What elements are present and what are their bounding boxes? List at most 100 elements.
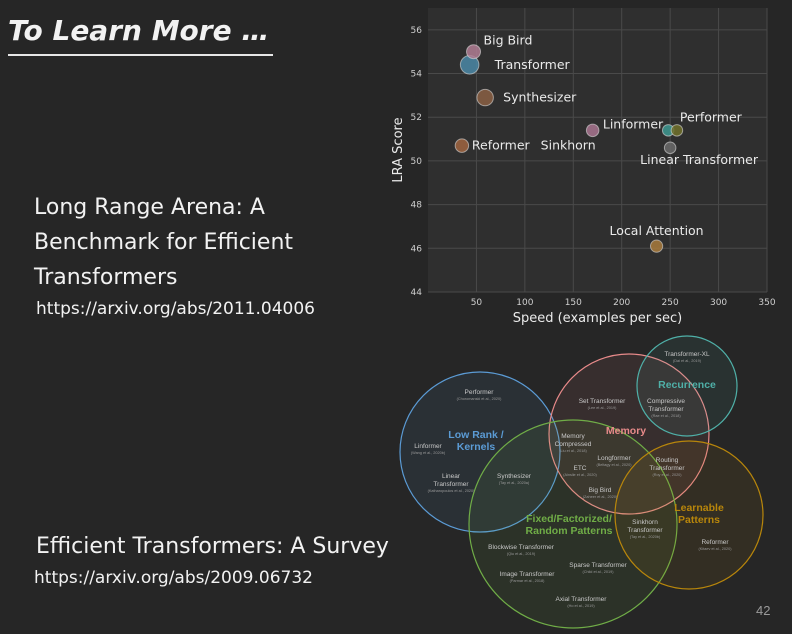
lra-paper-link[interactable]: https://arxiv.org/abs/2011.04006	[36, 299, 315, 319]
survey-paper-title: Efficient Transformers: A Survey	[36, 534, 389, 559]
venn-item-name: Memory Compressed	[555, 433, 592, 448]
point-linear-transformer	[663, 141, 677, 155]
venn-item-citation: (Parmar et al., 2018)	[510, 579, 546, 583]
venn-circle-recurrence	[636, 335, 738, 437]
point-performer	[670, 124, 684, 137]
venn-item-name: Longformer	[597, 455, 631, 462]
x-tick-label: 300	[710, 298, 727, 308]
x-tick-label: 50	[471, 298, 483, 308]
x-tick-label: 200	[613, 298, 630, 308]
venn-set-memory: Memory	[606, 425, 646, 437]
venn-item-citation: (Katharopoulos et al., 2020)	[428, 489, 476, 493]
venn-item-longformer: Longformer(Beltagy et al., 2020)	[596, 455, 632, 467]
venn-item-set-transformer: Set Transformer(Lee et al., 2019)	[579, 398, 626, 410]
venn-item-citation: (Liu et al., 2018)	[559, 449, 587, 453]
venn-item-name: Image Transformer	[500, 571, 556, 578]
venn-item-name: Set Transformer	[579, 398, 626, 405]
venn-item-name: Axial Transformer	[556, 596, 608, 603]
venn-item-citation: (Rae et al., 2018)	[651, 414, 681, 418]
venn-item-citation: (Dai et al., 2019)	[673, 359, 702, 363]
label-synthesizer: Synthesizer	[503, 90, 577, 105]
survey-paper-link[interactable]: https://arxiv.org/abs/2009.06732	[34, 568, 313, 588]
point-reformer	[454, 138, 470, 153]
venn-circle-fixed-factorized-random-patterns	[468, 419, 678, 629]
slide-number: 42	[756, 603, 771, 618]
label-sinkhorn: Sinkhorn	[541, 137, 596, 152]
venn-item-name: Reformer	[701, 539, 729, 546]
y-tick-label: 44	[411, 288, 423, 298]
venn-item-axial-transformer: Axial Transformer(Ho et al., 2019)	[556, 596, 608, 608]
venn-set-learnable-patterns: Learnable Patterns	[674, 502, 724, 526]
venn-item-citation: (Wang et al., 2020b)	[411, 451, 446, 455]
venn-item-citation: (Zaheer et al., 2020)	[583, 495, 618, 499]
x-tick-label: 350	[758, 298, 775, 308]
venn-item-name: Performer	[465, 389, 495, 396]
venn-item-name: Linformer	[414, 443, 442, 450]
venn-set-recurrence: Recurrence	[658, 379, 716, 391]
lra-paper-title: Long Range Arena: A Benchmark for Effici…	[34, 195, 294, 290]
venn-circle-memory	[548, 353, 710, 515]
venn-item-citation: (Child et al., 2019)	[582, 570, 614, 574]
y-tick-label: 54	[411, 70, 423, 80]
label-big-bird: Big Bird	[484, 33, 533, 48]
venn-set-low-rank-kernels: Low Rank / Kernels	[448, 429, 504, 453]
venn-circle-low-rank-kernels	[399, 371, 561, 533]
venn-item-citation: (Ainslie et al., 2020)	[563, 473, 597, 477]
x-tick-label: 100	[516, 298, 533, 308]
venn-item-linear-transformer: Linear Transformer(Katharopoulos et al., …	[428, 473, 476, 493]
venn-item-memory-compressed: Memory Compressed(Liu et al., 2018)	[555, 433, 592, 453]
point-big-bird	[466, 44, 482, 60]
x-tick-label: 250	[662, 298, 679, 308]
y-tick-label: 52	[411, 113, 422, 123]
x-tick-label: 150	[565, 298, 582, 308]
venn-item-citation: (Choromanski et al., 2020)	[457, 397, 502, 401]
venn-item-name: Sinkhorn Transformer	[627, 519, 663, 534]
y-tick-label: 48	[411, 201, 423, 211]
venn-item-citation: (Tay et al., 2020a)	[499, 481, 530, 485]
point-sinkhorn	[585, 123, 600, 138]
venn-circle-learnable-patterns	[614, 440, 764, 590]
venn-item-citation: (Kitaev et al., 2020)	[699, 547, 733, 551]
efficient-transformers-venn-diagram: Low Rank / Kernels Memory Recurrence Fixed/F…	[399, 335, 764, 629]
y-tick-label: 50	[411, 157, 423, 167]
venn-item-citation: (Beltagy et al., 2020)	[596, 463, 632, 467]
venn-item-linformer: Linformer(Wang et al., 2020b)	[411, 443, 446, 455]
venn-set-fixed-factorized-random-patterns: Fixed/Factorized/Random Patterns	[526, 513, 613, 537]
venn-item-name: Sparse Transformer	[569, 562, 627, 569]
lra-scatter-chart: 50 100 150 200 250 300 350 44 46 48 50 52 54 56 Speed …	[391, 8, 776, 326]
venn-item-name: Compressive Transformer	[647, 398, 685, 413]
label-linear-transformer: Linear Transformer	[640, 152, 759, 167]
venn-item-synthesizer: Synthesizer(Tay et al., 2020a)	[497, 473, 532, 485]
y-tick-label: 46	[411, 244, 423, 254]
venn-item-sinkhorn-transformer: Sinkhorn Transformer(Tay et al., 2020b)	[627, 519, 663, 539]
venn-item-name: Linear Transformer	[433, 473, 469, 488]
venn-item-citation: (Qiu et al., 2019)	[507, 552, 536, 556]
venn-item-performer: Performer(Choromanski et al., 2020)	[457, 389, 502, 401]
venn-item-transformer-xl: Transformer-XL(Dai et al., 2019)	[664, 351, 710, 363]
label-transformer: Transformer	[494, 57, 571, 72]
venn-item-big-bird: Big Bird(Zaheer et al., 2020)	[583, 487, 618, 499]
label-performer: Performer	[680, 109, 743, 124]
venn-item-name: Big Bird	[589, 487, 612, 494]
venn-item-blockwise-transformer: Blockwise Transformer(Qiu et al., 2019)	[488, 544, 555, 556]
venn-item-routing-transformer: Routing Transformer(Roy et al., 2020)	[649, 457, 685, 477]
venn-item-name: ETC	[574, 465, 587, 472]
venn-item-citation: (Roy et al., 2020)	[652, 473, 682, 477]
plot-area	[428, 8, 767, 292]
venn-item-sparse-transformer: Sparse Transformer(Child et al., 2019)	[569, 562, 627, 574]
y-tick-label: 56	[411, 26, 423, 36]
label-linformer: Linformer	[603, 116, 664, 131]
venn-item-image-transformer: Image Transformer(Parmar et al., 2018)	[500, 571, 556, 583]
venn-item-name: Transformer-XL	[664, 351, 710, 358]
x-axis-label: Speed (examples per sec)	[513, 311, 683, 326]
label-reformer: Reformer	[472, 138, 531, 153]
venn-item-citation: (Tay et al., 2020b)	[630, 535, 661, 539]
y-axis-label: LRA Score	[391, 117, 406, 182]
venn-item-compressive-transformer: Compressive Transformer(Rae et al., 2018)	[647, 398, 685, 418]
venn-item-name: Blockwise Transformer	[488, 544, 555, 551]
point-local-attention	[649, 239, 664, 253]
label-local-attention: Local Attention	[610, 223, 704, 238]
venn-item-citation: (Ho et al., 2019)	[567, 604, 595, 608]
venn-item-etc: ETC(Ainslie et al., 2020)	[563, 465, 597, 477]
venn-item-name: Routing Transformer	[649, 457, 685, 472]
